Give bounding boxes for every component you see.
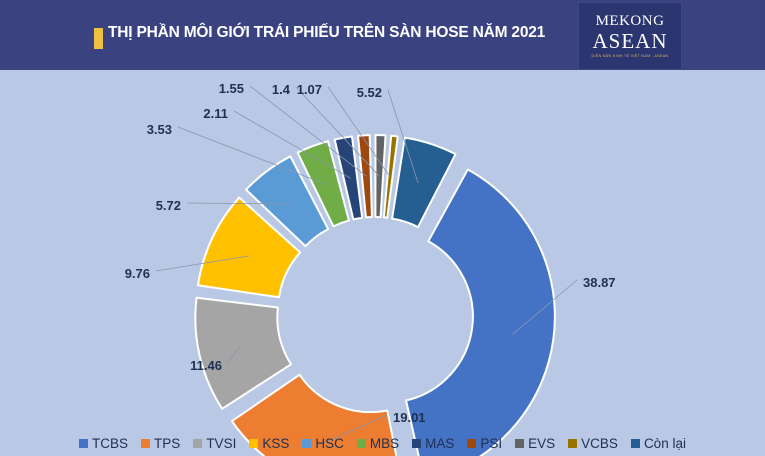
data-label: 19.01 — [393, 410, 426, 425]
header-bar: THỊ PHẦN MÔI GIỚI TRÁI PHIẾU TRÊN SÀN HO… — [0, 0, 765, 70]
leader-line — [322, 414, 388, 445]
chart-legend: TCBS TPS TVSI KSS HSC MBS MAS PSI EVS VCBS Còn lại — [0, 432, 765, 454]
legend-item[interactable]: VCBS — [568, 436, 618, 451]
legend-item[interactable]: MAS — [412, 436, 454, 451]
legend-swatch-icon — [79, 438, 89, 448]
data-label: 11.46 — [190, 358, 222, 373]
logo-tagline: DIỄN ĐÀN KINH TẾ VIỆT NAM - ASEAN — [591, 53, 669, 58]
legend-item-label: TPS — [154, 435, 181, 451]
legend-item[interactable]: HSC — [302, 436, 344, 451]
legend-item-label: EVS — [528, 435, 556, 451]
title-accent-mark — [94, 28, 103, 49]
leader-line — [233, 110, 351, 179]
legend-item-label: VCBS — [581, 435, 618, 451]
data-label: 3.53 — [146, 122, 172, 137]
data-label: 1.55 — [218, 81, 244, 96]
donut-slice[interactable] — [296, 140, 350, 228]
legend-item-label: TVSI — [206, 435, 237, 451]
leader-line — [512, 279, 578, 335]
data-label: 2.11 — [203, 106, 228, 121]
page-title: THỊ PHẦN MÔI GIỚI TRÁI PHIẾU TRÊN SÀN HO… — [108, 24, 546, 41]
legend-swatch-icon — [630, 438, 640, 448]
donut-slice[interactable] — [382, 134, 399, 219]
data-label: 38.87 — [583, 275, 616, 290]
donut-slice[interactable] — [196, 196, 302, 299]
legend-item-label: TCBS — [92, 435, 129, 451]
chart-area: 38.87 19.01 11.46 9.76 5.72 3.53 2.11 1.55 1.4 1.… — [0, 70, 765, 456]
legend-swatch-icon — [193, 438, 203, 448]
legend-swatch-icon — [568, 438, 578, 448]
leader-line — [249, 85, 367, 177]
legend-swatch-icon — [515, 438, 525, 448]
data-label: 1.07 — [296, 82, 322, 97]
legend-swatch-icon — [467, 438, 477, 448]
legend-item[interactable]: Còn lại — [630, 435, 686, 451]
leader-line — [177, 126, 327, 186]
donut-slice[interactable] — [230, 373, 403, 456]
leader-line — [295, 86, 380, 177]
logo-line-2: ASEAN — [592, 28, 668, 53]
legend-item[interactable]: TVSI — [193, 436, 236, 451]
donut-slice[interactable] — [245, 155, 330, 248]
donut-slice[interactable] — [391, 136, 457, 229]
data-label: 9.76 — [124, 266, 150, 281]
logo-line-1: MEKONG — [595, 13, 665, 30]
legend-item[interactable]: TCBS — [79, 436, 128, 451]
legend-item-label: MAS — [425, 435, 455, 451]
legend-item-label: PSI — [480, 435, 503, 451]
legend-item[interactable]: EVS — [515, 436, 555, 451]
leader-lines — [155, 85, 578, 445]
leader-line — [186, 202, 292, 205]
legend-item-label: Còn lại — [643, 435, 686, 451]
donut-slices — [194, 134, 556, 456]
legend-swatch-icon — [302, 438, 312, 448]
donut-chart — [155, 85, 578, 456]
data-label: 5.52 — [356, 85, 382, 100]
legend-item[interactable]: KSS — [249, 436, 289, 451]
legend-item-label: MBS — [369, 435, 400, 451]
legend-swatch-icon — [412, 438, 422, 448]
mekong-asean-logo: MEKONG ASEAN DIỄN ĐÀN KINH TẾ VIỆT NAM -… — [578, 2, 682, 70]
data-label: 1.4 — [271, 82, 290, 97]
legend-item[interactable]: TPS — [141, 436, 180, 451]
leader-line — [227, 346, 240, 364]
donut-slice[interactable] — [194, 296, 293, 410]
legend-swatch-icon — [141, 438, 151, 448]
leader-line — [327, 86, 391, 178]
legend-swatch-icon — [356, 438, 366, 448]
legend-item[interactable]: MBS — [356, 435, 400, 451]
legend-item-label: KSS — [262, 435, 290, 451]
donut-slice[interactable] — [374, 134, 387, 219]
leader-line — [387, 89, 419, 183]
donut-slice[interactable] — [405, 168, 556, 456]
legend-item-label: HSC — [315, 435, 344, 451]
leader-line — [155, 255, 250, 272]
legend-swatch-icon — [249, 438, 259, 448]
data-label: 5.72 — [155, 198, 181, 213]
legend-item[interactable]: PSI — [467, 436, 502, 451]
